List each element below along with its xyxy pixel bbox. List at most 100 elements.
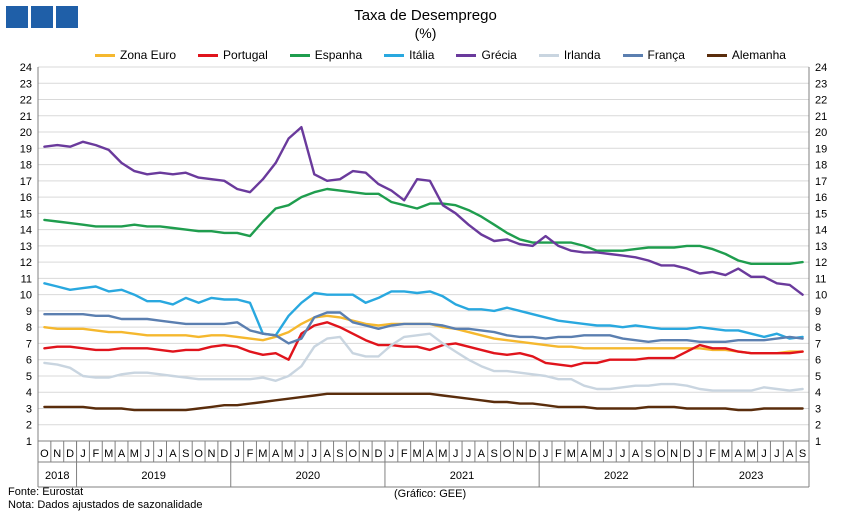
y-tick-label-left: 13 [20, 241, 32, 253]
chart-subtitle: (%) [414, 25, 437, 41]
x-month-label: J [299, 448, 305, 460]
source-note: Fonte: Eurostat [8, 486, 84, 498]
legend-label: França [647, 48, 685, 62]
y-tick-label-right: 22 [815, 95, 827, 107]
logo-square [56, 6, 78, 28]
y-tick-label-right: 7 [815, 338, 821, 350]
x-month-label: S [336, 448, 343, 460]
y-tick-label-right: 13 [815, 241, 827, 253]
x-month-label: D [66, 448, 74, 460]
y-tick-label-left: 7 [26, 338, 32, 350]
x-month-label: A [426, 448, 434, 460]
y-tick-label-left: 3 [26, 403, 32, 415]
x-month-label: J [774, 448, 780, 460]
x-month-label: J [144, 448, 150, 460]
series-line-alemanha [43, 392, 804, 412]
x-month-label: M [104, 448, 113, 460]
legend-item-grecia: Grécia [456, 48, 517, 62]
y-tick-label-right: 9 [815, 306, 821, 318]
y-tick-label-right: 24 [815, 62, 827, 74]
x-month-label: S [491, 448, 498, 460]
y-tick-label-left: 16 [20, 192, 32, 204]
x-month-label: M [412, 448, 421, 460]
x-month-label: A [118, 448, 126, 460]
legend-label: Itália [409, 48, 435, 62]
series-line-grecia [43, 125, 804, 296]
x-month-label: J [607, 448, 613, 460]
y-tick-label-right: 18 [815, 160, 827, 172]
x-month-label: J [389, 448, 395, 460]
legend-swatch [622, 53, 643, 57]
legend-swatch [198, 53, 219, 57]
chart-credit: (Gráfico: GEE) [394, 488, 467, 500]
y-tick-label-right: 11 [815, 273, 826, 285]
x-month-label: O [194, 448, 203, 460]
x-month-label: N [516, 448, 524, 460]
x-month-label: M [567, 448, 576, 460]
y-tick-label-right: 14 [815, 225, 827, 237]
x-month-label: O [40, 448, 49, 460]
y-tick-label-right: 3 [815, 403, 821, 415]
x-month-label: F [555, 448, 562, 460]
series-line-portugal [43, 321, 804, 368]
legend-label: Irlanda [563, 48, 601, 62]
series-line-italia [43, 282, 804, 340]
legend-label: Portugal [223, 48, 268, 62]
x-month-label: J [312, 448, 318, 460]
legend-swatch [95, 53, 115, 57]
x-month-label: M [438, 448, 447, 460]
logo-square [6, 6, 28, 28]
y-tick-label-right: 12 [815, 257, 827, 269]
y-tick-label-right: 19 [815, 143, 827, 155]
x-month-label: M [592, 448, 601, 460]
x-month-label: J [157, 448, 163, 460]
y-tick-label-left: 23 [20, 78, 32, 90]
y-tick-label-right: 15 [815, 208, 827, 220]
legend-label: Alemanha [731, 48, 786, 62]
legend-label: Espanha [314, 48, 363, 62]
chart-footer: Fonte: Eurostat Nota: Dados ajustados de… [8, 486, 202, 512]
adjustment-note: Nota: Dados ajustados de sazonalidade [8, 499, 203, 511]
x-month-label: S [799, 448, 806, 460]
y-tick-label-left: 12 [20, 257, 32, 269]
x-year-label: 2022 [604, 470, 628, 482]
x-month-label: J [453, 448, 459, 460]
x-month-label: N [362, 448, 370, 460]
x-month-label: J [620, 448, 626, 460]
x-month-label: M [258, 448, 267, 460]
x-month-label: M [721, 448, 730, 460]
y-tick-label-left: 11 [21, 273, 32, 285]
x-month-label: A [169, 448, 177, 460]
y-tick-label-right: 10 [815, 290, 827, 302]
x-month-label: A [323, 448, 331, 460]
y-tick-label-left: 1 [26, 436, 32, 448]
x-month-label: D [220, 448, 228, 460]
logo-square [31, 6, 53, 28]
y-tick-label-left: 14 [20, 225, 32, 237]
x-month-label: F [92, 448, 99, 460]
y-tick-label-right: 16 [815, 192, 827, 204]
y-tick-label-left: 15 [20, 208, 32, 220]
chart-legend: Zona Euro Portugal Espanha Itália Grécia Irla… [95, 48, 808, 62]
y-tick-label-right: 1 [815, 436, 821, 448]
x-month-label: D [683, 448, 691, 460]
x-month-label: A [632, 448, 640, 460]
y-tick-label-right: 21 [815, 111, 827, 123]
y-tick-label-left: 8 [26, 322, 32, 334]
x-year-label: 2018 [45, 470, 69, 482]
y-tick-label-left: 10 [20, 290, 32, 302]
x-month-label: J [697, 448, 703, 460]
legend-label: Zona Euro [120, 48, 177, 62]
y-tick-label-right: 5 [815, 371, 821, 383]
y-tick-label-right: 2 [815, 420, 821, 432]
x-month-label: D [529, 448, 537, 460]
y-tick-label-left: 4 [26, 387, 32, 399]
x-month-label: F [247, 448, 254, 460]
y-tick-label-left: 24 [20, 62, 32, 74]
x-month-label: S [182, 448, 189, 460]
x-month-label: N [207, 448, 215, 460]
legend-swatch [706, 53, 727, 57]
legend-item-espanha: Espanha [289, 48, 363, 62]
x-month-label: N [53, 448, 61, 460]
x-month-label: O [349, 448, 358, 460]
